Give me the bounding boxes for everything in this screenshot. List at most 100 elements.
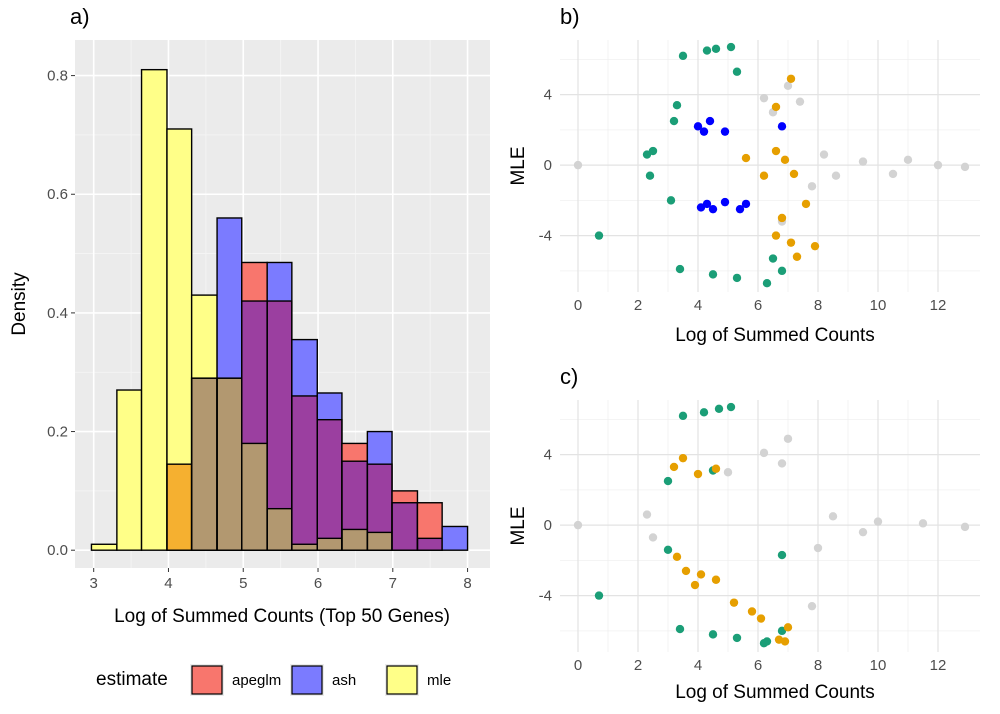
scatter-point bbox=[771, 102, 781, 112]
x-tick-label: 4 bbox=[164, 575, 172, 592]
histogram-bar-segment bbox=[166, 128, 192, 465]
scatter-point bbox=[858, 527, 868, 537]
scatter-point bbox=[759, 171, 769, 180]
scatter-point bbox=[726, 402, 736, 412]
scatter-point bbox=[807, 182, 817, 191]
scatter-point bbox=[801, 199, 811, 209]
histogram-bar-segment bbox=[217, 217, 242, 379]
x-tick-label: 8 bbox=[814, 657, 822, 674]
scatter-point bbox=[759, 638, 769, 648]
panel-c-plot-area bbox=[560, 400, 980, 652]
y-tick-label: -4 bbox=[539, 228, 552, 245]
histogram-bar-segment bbox=[116, 390, 142, 551]
x-tick-label: 2 bbox=[634, 657, 642, 674]
panel-c-y-axis-title: MLE bbox=[508, 506, 529, 545]
x-tick-label: 10 bbox=[870, 657, 887, 674]
scatter-point bbox=[813, 543, 823, 553]
scatter-point bbox=[645, 171, 655, 180]
scatter-point bbox=[903, 155, 913, 165]
scatter-point bbox=[714, 404, 724, 414]
x-tick-label: 6 bbox=[754, 297, 762, 314]
scatter-point bbox=[732, 67, 742, 76]
panel-b-label: b) bbox=[560, 4, 580, 29]
scatter-point bbox=[762, 278, 772, 288]
y-tick-label: -4 bbox=[539, 588, 552, 605]
scatter-point bbox=[681, 566, 691, 576]
histogram-bar-segment bbox=[341, 529, 368, 551]
panel-b-x-axis-title: Log of Summed Counts bbox=[675, 325, 875, 346]
scatter-point bbox=[873, 517, 883, 526]
legend-label-mle: mle bbox=[427, 672, 451, 689]
scatter-point bbox=[771, 146, 781, 156]
scatter-point bbox=[672, 101, 682, 110]
scatter-point bbox=[726, 42, 736, 52]
histogram-bar-segment bbox=[341, 443, 368, 462]
scatter-point bbox=[699, 408, 709, 417]
scatter-point bbox=[786, 238, 796, 247]
scatter-point bbox=[831, 171, 841, 180]
scatter-point bbox=[675, 264, 685, 274]
panel-b-points bbox=[573, 42, 970, 288]
x-tick-label: 6 bbox=[314, 575, 322, 592]
x-tick-label: 8 bbox=[463, 575, 471, 592]
panel-c-scatter: c) 0 2 4 6 8 10 12 -4 0 4 Log of Summed Counts ML… bbox=[508, 364, 980, 703]
y-tick-label: 0 bbox=[544, 517, 552, 534]
scatter-point bbox=[777, 122, 787, 131]
scatter-point bbox=[810, 241, 820, 251]
scatter-point bbox=[702, 46, 712, 55]
scatter-point bbox=[699, 127, 709, 136]
scatter-point bbox=[711, 44, 721, 54]
histogram-bar-segment bbox=[241, 301, 268, 444]
y-tick-label: 0.8 bbox=[47, 68, 68, 85]
scatter-point bbox=[780, 155, 790, 165]
scatter-point bbox=[696, 570, 706, 579]
scatter-point bbox=[777, 459, 787, 468]
scatter-point bbox=[711, 464, 721, 473]
scatter-point bbox=[759, 448, 769, 458]
y-tick-label: 0.6 bbox=[47, 186, 68, 203]
x-tick-label: 7 bbox=[389, 575, 397, 592]
scatter-point bbox=[669, 116, 679, 126]
scatter-point bbox=[732, 633, 742, 643]
histogram-bar-segment bbox=[367, 532, 393, 551]
x-tick-label: 12 bbox=[930, 297, 947, 314]
scatter-point bbox=[678, 411, 688, 421]
panel-c-x-axis-title: Log of Summed Counts bbox=[675, 682, 875, 703]
scatter-point bbox=[642, 150, 652, 159]
scatter-point bbox=[723, 468, 733, 477]
scatter-point bbox=[708, 204, 718, 214]
scatter-point bbox=[573, 520, 583, 530]
scatter-point bbox=[678, 51, 688, 61]
legend-title: estimate bbox=[96, 669, 168, 690]
y-tick-label: 4 bbox=[544, 447, 552, 464]
scatter-point bbox=[777, 213, 787, 223]
histogram-bar-segment bbox=[317, 392, 342, 420]
scatter-point bbox=[741, 153, 751, 163]
scatter-point bbox=[786, 74, 796, 83]
histogram-bar-segment bbox=[291, 544, 318, 551]
x-tick-label: 4 bbox=[694, 657, 702, 674]
scatter-point bbox=[756, 614, 766, 623]
scatter-point bbox=[711, 575, 721, 584]
histogram-bar-segment bbox=[217, 378, 242, 551]
y-tick-label: 4 bbox=[544, 87, 552, 104]
x-tick-label: 6 bbox=[754, 657, 762, 674]
histogram-bar-segment bbox=[141, 69, 167, 551]
legend-swatch-ash bbox=[291, 665, 323, 695]
scatter-point bbox=[573, 160, 583, 170]
x-tick-label: 8 bbox=[814, 297, 822, 314]
legend-label-apeglm: apeglm bbox=[232, 672, 281, 689]
y-tick-label: 0.2 bbox=[47, 424, 68, 441]
histogram-bar-segment bbox=[267, 301, 292, 509]
x-tick-label: 4 bbox=[694, 297, 702, 314]
scatter-point bbox=[648, 533, 658, 542]
histogram-bar-segment bbox=[166, 464, 192, 551]
histogram-bar-segment bbox=[241, 262, 268, 302]
legend-swatch-apeglm bbox=[191, 665, 223, 695]
histogram-bar-segment bbox=[417, 538, 443, 551]
histogram-bar-segment bbox=[267, 508, 292, 551]
panel-a-histogram: a) 3 4 5 6 7 8 0.0 0.2 0.4 0.6 0.8 Log of Summed C… bbox=[9, 4, 490, 627]
scatter-point bbox=[690, 580, 700, 590]
y-tick-label: 0.4 bbox=[47, 305, 68, 322]
legend: estimate apeglm ash mle bbox=[96, 664, 451, 696]
